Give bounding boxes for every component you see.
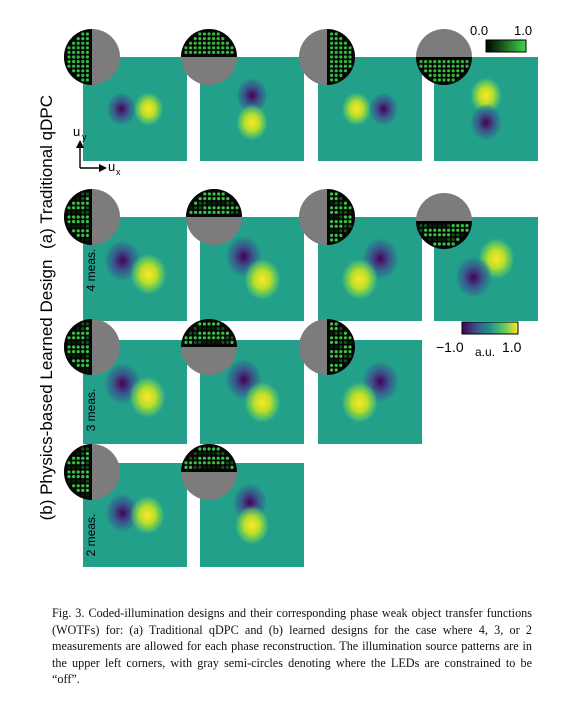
row-label-2: 2 meas.: [84, 514, 98, 557]
wotf-b2-2: [200, 463, 304, 567]
section-b-label: (b) Physics-based Learned Design: [37, 260, 56, 521]
axis-ux-sub: x: [116, 167, 121, 177]
wotf-b4-2: [200, 217, 304, 321]
source-a-1: [64, 29, 120, 85]
caption-text: Fig. 3. Coded-illumination designs and t…: [52, 606, 532, 686]
source-b2-2: [181, 444, 237, 500]
figure-canvas: (a) Traditional qDPC (b) Physics-based L…: [37, 23, 538, 567]
wotf-b3-1: [83, 340, 187, 444]
figure-caption: Fig. 3. Coded-illumination designs and t…: [52, 605, 532, 688]
axis-uy-label: u: [73, 124, 80, 139]
source-b3-1: [64, 319, 120, 375]
wotf-a-4: [434, 57, 538, 161]
source-b3-2: [181, 319, 237, 375]
source-b3-3: [299, 319, 355, 375]
source-a-3: [299, 29, 355, 85]
colorbar-top: 0.0 1.0: [470, 23, 532, 53]
axis-ux-label: u: [108, 159, 115, 174]
axis-indicator: u y u x: [73, 124, 121, 177]
source-b4-2: [186, 189, 242, 245]
source-a-4: [416, 29, 472, 85]
source-b2-1: [64, 444, 120, 500]
row-label-4: 4 meas.: [84, 249, 98, 292]
colorbar-bottom-min: −1.0: [436, 339, 464, 355]
wotf-a-1: [83, 57, 187, 161]
source-a-2: [181, 29, 237, 85]
colorbar-bottom-max: 1.0: [502, 339, 522, 355]
source-b4-1: [64, 189, 120, 245]
source-b4-3: [299, 189, 355, 245]
colorbar-top-min: 0.0: [470, 23, 488, 38]
axis-uy-sub: y: [82, 132, 87, 142]
section-a-label: (a) Traditional qDPC: [37, 95, 56, 249]
row-label-3: 3 meas.: [84, 389, 98, 432]
colorbar-bottom-unit: a.u.: [475, 345, 495, 359]
colorbar-top-max: 1.0: [514, 23, 532, 38]
colorbar-bottom: −1.0 a.u. 1.0: [436, 321, 522, 359]
source-b4-4: [416, 193, 472, 249]
wotf-b4-1: [83, 217, 187, 321]
